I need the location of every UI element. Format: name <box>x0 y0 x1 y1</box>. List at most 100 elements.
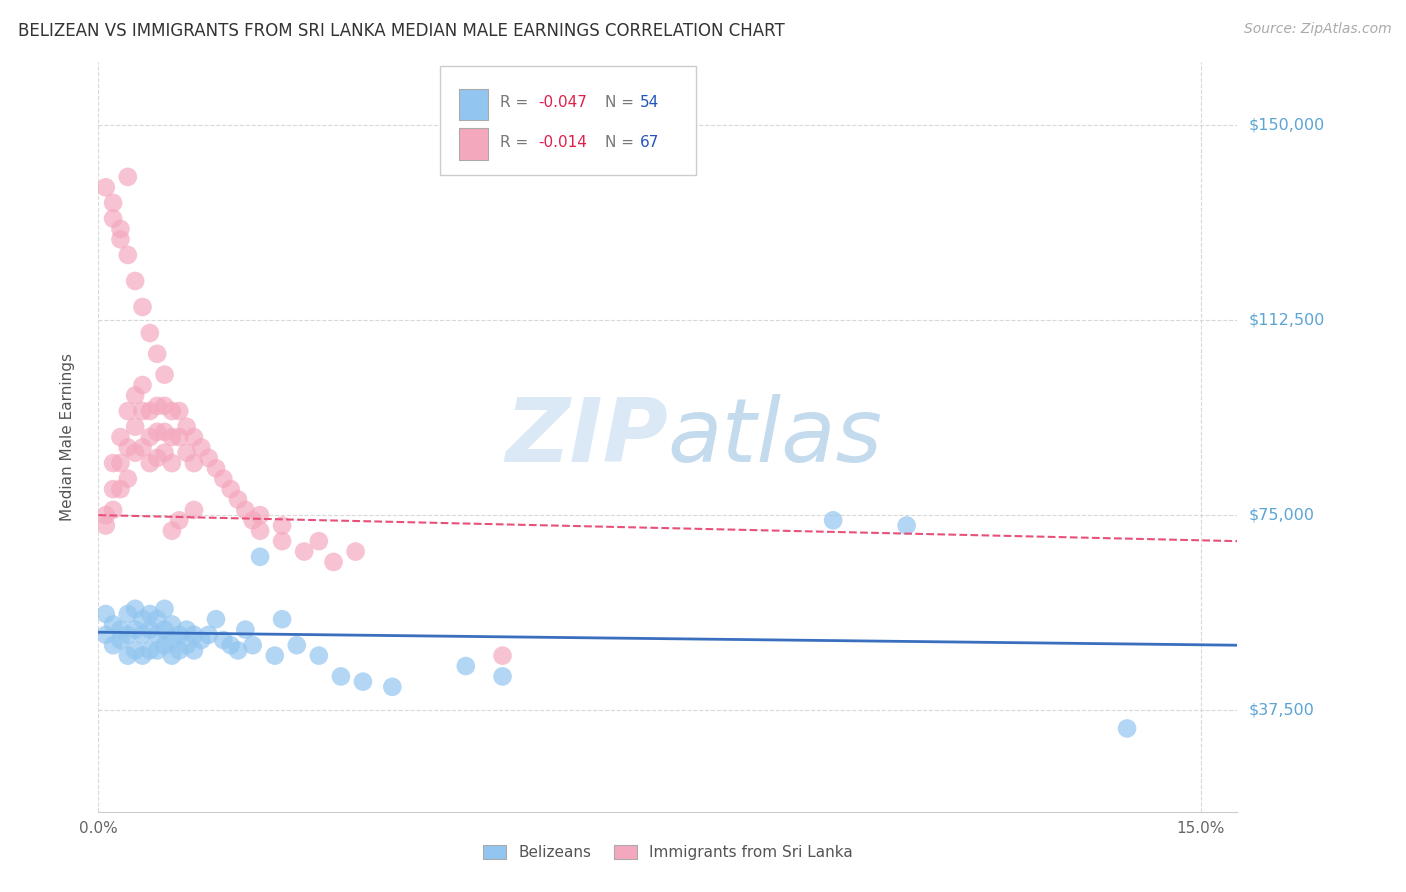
Point <box>131 612 153 626</box>
Point <box>249 524 271 538</box>
Text: BELIZEAN VS IMMIGRANTS FROM SRI LANKA MEDIAN MALE EARNINGS CORRELATION CHART: BELIZEAN VS IMMIGRANTS FROM SRI LANKA ME… <box>18 22 785 40</box>
Point <box>124 602 146 616</box>
Point <box>110 232 132 246</box>
Text: $112,500: $112,500 <box>1249 312 1324 327</box>
Point <box>101 195 124 210</box>
Bar <box>460 128 488 160</box>
Text: N =: N = <box>605 95 640 110</box>
Point <box>153 623 176 637</box>
Point <box>94 628 117 642</box>
Point <box>117 607 139 621</box>
Point <box>454 659 477 673</box>
Point <box>823 513 845 527</box>
Point <box>131 628 153 642</box>
Point <box>183 430 205 444</box>
Point <box>153 368 176 382</box>
Point <box>226 643 249 657</box>
Point <box>491 648 513 663</box>
Legend: Belizeans, Immigrants from Sri Lanka: Belizeans, Immigrants from Sri Lanka <box>475 837 860 868</box>
Point <box>146 450 169 465</box>
Point <box>167 628 190 642</box>
Point <box>101 617 124 632</box>
Point <box>101 211 124 226</box>
Text: 67: 67 <box>640 135 659 150</box>
Point <box>1116 722 1139 736</box>
Point <box>381 680 404 694</box>
Point <box>271 518 294 533</box>
Point <box>101 456 124 470</box>
Point <box>160 617 183 632</box>
FancyBboxPatch shape <box>440 66 696 175</box>
Point <box>160 430 183 444</box>
Point <box>197 450 219 465</box>
Point <box>183 643 205 657</box>
Point <box>176 623 198 637</box>
Point <box>491 669 513 683</box>
Point <box>117 472 139 486</box>
Point <box>101 638 124 652</box>
Point <box>197 628 219 642</box>
Point <box>344 544 367 558</box>
Point <box>226 492 249 507</box>
Text: Source: ZipAtlas.com: Source: ZipAtlas.com <box>1244 22 1392 37</box>
Point <box>308 534 330 549</box>
Point <box>160 404 183 418</box>
Point <box>139 607 162 621</box>
Point <box>146 399 169 413</box>
Point <box>94 607 117 621</box>
Text: $75,000: $75,000 <box>1249 508 1315 523</box>
Point <box>271 534 294 549</box>
Point <box>183 456 205 470</box>
Point <box>235 623 257 637</box>
Point <box>117 628 139 642</box>
Point <box>124 623 146 637</box>
Point <box>235 503 257 517</box>
Point <box>124 388 146 402</box>
Text: -0.014: -0.014 <box>538 135 586 150</box>
Point <box>139 623 162 637</box>
Point <box>117 648 139 663</box>
Point <box>117 248 139 262</box>
Text: atlas: atlas <box>668 394 883 480</box>
Point <box>167 513 190 527</box>
Point <box>110 456 132 470</box>
Point <box>117 169 139 184</box>
Point <box>124 419 146 434</box>
Point <box>124 446 146 460</box>
Point <box>271 612 294 626</box>
Point <box>131 648 153 663</box>
Point <box>110 482 132 496</box>
Point <box>322 555 344 569</box>
Point <box>160 456 183 470</box>
Point <box>249 549 271 564</box>
Point <box>249 508 271 523</box>
Point <box>110 623 132 637</box>
Point <box>124 643 146 657</box>
Text: -0.047: -0.047 <box>538 95 586 110</box>
Point <box>131 441 153 455</box>
Point <box>94 508 117 523</box>
Point <box>110 633 132 648</box>
Point <box>146 425 169 439</box>
Point <box>139 456 162 470</box>
Point <box>176 419 198 434</box>
Point <box>329 669 352 683</box>
Text: $150,000: $150,000 <box>1249 118 1324 132</box>
Point <box>110 430 132 444</box>
Point <box>183 503 205 517</box>
Point <box>160 524 183 538</box>
Point <box>146 347 169 361</box>
Point <box>110 222 132 236</box>
Point <box>160 633 183 648</box>
Point <box>219 638 242 652</box>
Bar <box>460 88 488 120</box>
Point <box>153 399 176 413</box>
Point <box>139 643 162 657</box>
Text: ZIP: ZIP <box>505 393 668 481</box>
Point <box>212 472 235 486</box>
Point <box>146 612 169 626</box>
Point <box>352 674 374 689</box>
Point <box>153 638 176 652</box>
Text: $37,500: $37,500 <box>1249 703 1315 718</box>
Point <box>205 461 228 475</box>
